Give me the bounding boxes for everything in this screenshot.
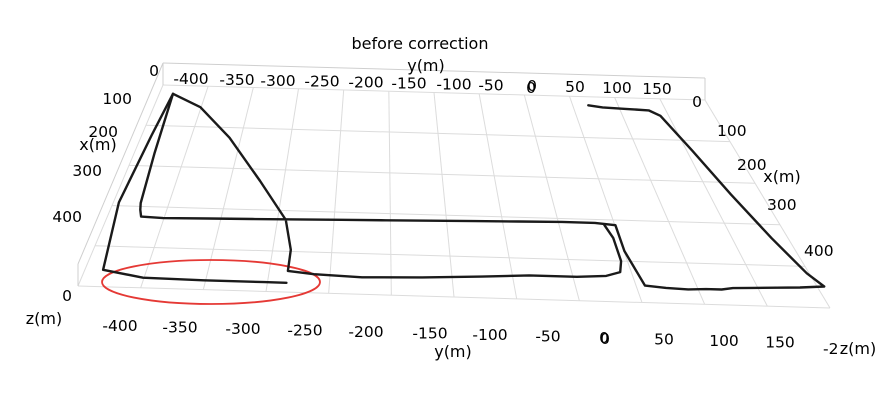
z-axis-label-left: z(m) <box>26 309 62 328</box>
grid-line-x <box>77 285 831 309</box>
y-tick-bottom-label: 100 <box>709 332 739 350</box>
grid-line-y <box>704 99 831 309</box>
y-tick-top-label: -350 <box>219 71 254 89</box>
grid-line-x <box>94 245 806 267</box>
grid-line-y <box>614 97 706 305</box>
tick-layer: -400 -350 -300 -250 -200 -150 -100 -50 0 50 100 150… <box>52 62 838 358</box>
y-tick-top-label: 100 <box>602 79 632 97</box>
grid-line-y <box>140 86 209 288</box>
highlight-layer <box>101 259 321 305</box>
y-tick-bottom-label: -50 <box>535 328 560 346</box>
grid-line-y <box>77 84 164 287</box>
x-tick-left-label: 200 <box>88 123 118 141</box>
grid-line-y <box>265 88 299 292</box>
z-axis-label-right: z(m) <box>840 339 876 358</box>
trajectory-series-0 <box>139 92 826 291</box>
z-tick-right-label: -2 <box>823 340 838 358</box>
z-tick-label: 0 <box>600 330 610 348</box>
z-tick-label: 0 <box>149 62 159 80</box>
y-tick-top-label: -250 <box>304 73 339 91</box>
chart-title: before correction <box>352 34 489 53</box>
grid-line-y <box>202 87 254 290</box>
box-edge <box>77 62 164 265</box>
grid-line-x <box>111 205 781 226</box>
z-tick-label: 0 <box>692 93 702 111</box>
grid-line-y <box>523 94 580 301</box>
y-tick-top-label: 50 <box>565 78 585 96</box>
z-tick-label: 0 <box>526 79 536 97</box>
grid-line-y <box>569 96 643 303</box>
x-tick-left-label: 100 <box>102 90 132 108</box>
y-tick-top-label: -400 <box>173 70 208 88</box>
y-tick-bottom-label: 50 <box>654 331 674 349</box>
x-tick-right-label: 400 <box>804 242 834 260</box>
grid-line-y <box>388 91 392 296</box>
y-tick-top-label: 150 <box>642 80 672 98</box>
x-tick-left-label: 400 <box>52 208 82 226</box>
y-tick-bottom-label: 150 <box>765 334 795 352</box>
y-tick-top-label: -100 <box>436 75 471 93</box>
grid-line-x <box>128 164 756 184</box>
x-axis-label-left: x(m) <box>79 135 117 154</box>
y-tick-bottom-label: -200 <box>348 323 383 341</box>
grid-layer <box>77 62 831 309</box>
x-axis-label-right: x(m) <box>763 167 801 186</box>
y-tick-bottom-label: -150 <box>412 325 447 343</box>
highlight-ellipse <box>101 259 321 305</box>
grid-line-x <box>145 124 731 143</box>
x-tick-right-label: 100 <box>717 122 747 140</box>
y-axis-label-bottom: y(m) <box>434 342 472 361</box>
y-tick-top-label: -50 <box>478 76 503 94</box>
y-tick-bottom-label: 0 <box>599 329 609 347</box>
grid-line-y <box>478 93 518 299</box>
trajectory-series-1 <box>101 92 288 284</box>
y-tick-top-label: -200 <box>348 74 383 92</box>
box-edge <box>162 62 706 79</box>
grid-line-y <box>433 92 455 298</box>
x-tick-left-label: 300 <box>72 162 102 180</box>
y-tick-top-label: -300 <box>260 72 295 90</box>
x-tick-right-label: 300 <box>767 196 797 214</box>
y-tick-bottom-label: -300 <box>225 320 260 338</box>
y-tick-top-label: -150 <box>391 75 426 93</box>
grid-line-y <box>659 98 768 307</box>
trajectory-layer <box>101 92 826 291</box>
y-axis-label-top: y(m) <box>407 56 445 75</box>
y-tick-bottom-label: -100 <box>472 326 507 344</box>
y-tick-top-label: 0 <box>527 77 537 95</box>
y-tick-bottom-label: -350 <box>162 319 197 337</box>
y-tick-bottom-label: -250 <box>287 322 322 340</box>
grid-line-y <box>328 89 345 294</box>
z-tick-label: 0 <box>62 287 72 305</box>
y-tick-bottom-label: -400 <box>102 317 137 335</box>
grid-line-x <box>162 84 706 101</box>
x-tick-right-label: 200 <box>737 156 767 174</box>
